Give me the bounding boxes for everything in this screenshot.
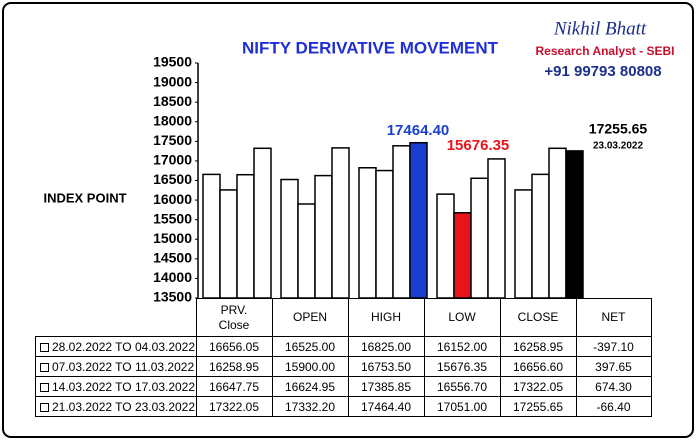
table-cell: -66.40 xyxy=(575,396,652,417)
legend-key xyxy=(40,402,49,412)
bar xyxy=(280,178,299,299)
table-cell: 17255.65 xyxy=(499,396,577,417)
header-row: PRV. Close OPEN HIGH LOW CLOSE NET xyxy=(36,298,652,337)
bar xyxy=(253,147,272,299)
table-cell: 16556.70 xyxy=(423,376,501,397)
y-tick-label: 13500 xyxy=(153,289,192,305)
table-cell: 674.30 xyxy=(575,376,652,397)
legend-key xyxy=(40,362,49,372)
bar xyxy=(487,158,506,299)
annotation: 15676.35 xyxy=(447,137,510,154)
table-cell: 28.02.2022 TO 04.03.2022 xyxy=(35,336,197,357)
table-cell: 16258.95 xyxy=(499,336,577,357)
table-cell: 17322.05 xyxy=(195,396,273,417)
y-tick-label: 18500 xyxy=(153,93,192,109)
legend-label: 07.03.2022 TO 11.03.2022 xyxy=(52,359,195,374)
y-tick-label: 15500 xyxy=(153,210,192,226)
bar xyxy=(392,145,411,299)
table-cell xyxy=(36,299,197,337)
table-cell: 15676.35 xyxy=(423,356,501,377)
legend-key xyxy=(40,342,49,352)
table-cell: 15900.00 xyxy=(271,356,349,377)
bar xyxy=(219,189,238,299)
table-row: 14.03.2022 TO 17.03.2022 16647.75 16624.95… xyxy=(35,376,652,397)
bar xyxy=(358,167,377,299)
bar xyxy=(565,150,584,299)
bar xyxy=(314,174,333,299)
table-cell: 16825.00 xyxy=(347,336,425,357)
table-cell: 16656.05 xyxy=(195,336,273,357)
bar xyxy=(514,189,533,299)
table-cell: 16525.00 xyxy=(271,336,349,357)
table-row: 28.02.2022 TO 04.03.2022 16656.05 16525.00… xyxy=(35,336,652,357)
table-cell: 16753.50 xyxy=(347,356,425,377)
brand-phone: +91 99793 80808 xyxy=(544,63,661,80)
y-axis-label: INDEX POINT xyxy=(43,190,126,205)
data-table: PRV. Close OPEN HIGH LOW CLOSE NET 28.02.2022 … xyxy=(35,298,652,417)
legend-label: 28.02.2022 TO 04.03.2022 xyxy=(52,339,196,354)
table-cell: 16656.60 xyxy=(499,356,577,377)
y-tick-label: 16500 xyxy=(153,171,192,187)
legend-key xyxy=(40,382,49,392)
table-cell: 17332.20 xyxy=(271,396,349,417)
table-cell: 17385.85 xyxy=(347,376,425,397)
table-cell: -397.10 xyxy=(575,336,652,357)
table-cell: CLOSE xyxy=(499,298,577,337)
brand-name: Nikhil Bhatt xyxy=(553,18,647,39)
table-cell: PRV. Close xyxy=(195,298,273,337)
table-cell: 17464.40 xyxy=(347,396,425,417)
bar xyxy=(375,169,394,299)
bar xyxy=(409,141,428,299)
bar xyxy=(531,173,550,299)
bar xyxy=(453,212,472,299)
bar xyxy=(297,203,316,299)
chart-title: NIFTY DERIVATIVE MOVEMENT xyxy=(242,38,499,57)
table-cell: 16647.75 xyxy=(195,376,273,397)
bar xyxy=(436,193,455,299)
table-row: 21.03.2022 TO 23.03.2022 17322.05 17332.20… xyxy=(35,396,652,417)
y-tick-label: 18000 xyxy=(153,112,192,128)
y-tick-label: 16000 xyxy=(153,191,192,207)
y-tick-label: 19500 xyxy=(153,54,192,70)
brand-role: Research Analyst - SEBI xyxy=(536,44,675,58)
table-row: 07.03.2022 TO 11.03.2022 16258.95 15900.00… xyxy=(35,356,652,377)
table-cell: 16152.00 xyxy=(423,336,501,357)
table-cell: 16258.95 xyxy=(195,356,273,377)
y-tick-label: 17000 xyxy=(153,152,192,168)
legend-label: 21.03.2022 TO 23.03.2022 xyxy=(52,399,196,414)
y-tick-label: 14500 xyxy=(153,250,192,266)
legend-label: 14.03.2022 TO 17.03.2022 xyxy=(52,379,196,394)
bar xyxy=(470,177,489,299)
y-tick-label: 14000 xyxy=(153,269,192,285)
annotation: 17464.40 xyxy=(387,122,450,139)
bar xyxy=(202,173,221,299)
table-cell: 07.03.2022 TO 11.03.2022 xyxy=(35,356,197,377)
table-cell: 17322.05 xyxy=(499,376,577,397)
table-cell: 397.65 xyxy=(575,356,652,377)
table-cell: 14.03.2022 TO 17.03.2022 xyxy=(35,376,197,397)
bar xyxy=(331,147,350,299)
table-cell: OPEN xyxy=(271,298,349,337)
bar xyxy=(548,147,567,299)
y-tick-label: 17500 xyxy=(153,132,192,148)
table-cell: LOW xyxy=(423,298,501,337)
table-cell: 16624.95 xyxy=(271,376,349,397)
table-cell: 17051.00 xyxy=(423,396,501,417)
annotation: 17255.65 xyxy=(589,121,648,137)
table-cell: HIGH xyxy=(347,298,425,337)
y-tick-label: 19000 xyxy=(153,73,192,89)
table-cell: 21.03.2022 TO 23.03.2022 xyxy=(35,396,197,417)
y-tick-label: 15000 xyxy=(153,230,192,246)
table-cell: NET xyxy=(575,298,652,337)
annotation: 23.03.2022 xyxy=(593,141,643,152)
bar xyxy=(236,173,255,299)
